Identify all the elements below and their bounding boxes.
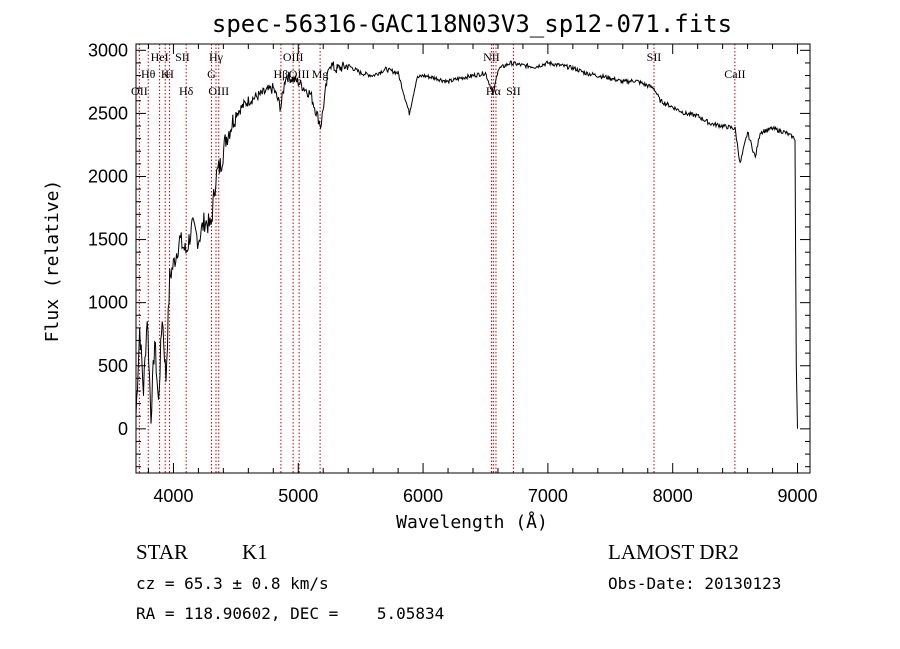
line-label: OII — [131, 84, 148, 98]
line-label: SII — [647, 50, 662, 64]
line-label: Mg — [312, 67, 329, 81]
plot-frame — [135, 43, 811, 474]
line-label: Hβ — [274, 67, 289, 81]
line-label: K — [161, 67, 170, 81]
axis-ticks: 4000 5000 6000 7000 8000 9000 0 500 1000 1500 2000… — [88, 40, 818, 506]
line-label: SII — [175, 50, 190, 64]
object-subclass: K1 — [242, 540, 268, 564]
y-axis-label: Flux (relative) — [42, 180, 63, 343]
x-tick-label: 9000 — [777, 486, 817, 506]
survey-name: LAMOST DR2 — [608, 540, 739, 564]
y-tick-label: 2000 — [88, 166, 128, 186]
redshift-cz: cz = 65.3 ± 0.8 km/s — [136, 574, 329, 593]
y-tick-label: 500 — [98, 356, 128, 376]
object-class: STAR — [136, 540, 188, 564]
line-label: OIII — [208, 84, 229, 98]
ra-dec: RA = 118.90602, DEC = 5.05834 — [136, 604, 445, 623]
line-label: OIII — [283, 50, 304, 64]
line-label: Hα — [486, 84, 502, 98]
y-tick-label: 1000 — [88, 293, 128, 313]
line-label: SII — [506, 84, 521, 98]
emission-line-markers — [138, 44, 736, 473]
chart-axes — [135, 43, 811, 474]
y-tick-label: 2500 — [88, 103, 128, 123]
x-tick-label: 6000 — [403, 486, 443, 506]
chart-title: spec-56316-GAC118N03V3_sp12-071.fits — [212, 10, 732, 38]
x-tick-label: 8000 — [653, 486, 693, 506]
line-label: Hθ — [141, 67, 156, 81]
line-label: OIII — [289, 67, 310, 81]
line-label: CaII — [724, 67, 745, 81]
spectrum-series — [135, 60, 798, 429]
line-label: Hδ — [179, 84, 194, 98]
x-tick-label: 4000 — [153, 486, 193, 506]
obs-date: Obs-Date: 20130123 — [608, 574, 782, 593]
line-label: HeI — [151, 50, 169, 64]
x-tick-label: 5000 — [278, 486, 318, 506]
spectrum-line — [135, 60, 798, 429]
y-tick-label: 1500 — [88, 230, 128, 250]
x-tick-label: 7000 — [528, 486, 568, 506]
line-label: H — [165, 67, 174, 81]
spectrum-chart: 4000 5000 6000 7000 8000 9000 0 500 1000 1500 2000… — [42, 10, 818, 533]
y-tick-label: 0 — [118, 419, 128, 439]
y-tick-label: 3000 — [88, 40, 128, 60]
line-label: NII — [483, 50, 500, 64]
line-label: G — [207, 67, 216, 81]
x-axis-label: Wavelength (Å) — [396, 511, 548, 533]
line-label: Hγ — [209, 50, 224, 64]
